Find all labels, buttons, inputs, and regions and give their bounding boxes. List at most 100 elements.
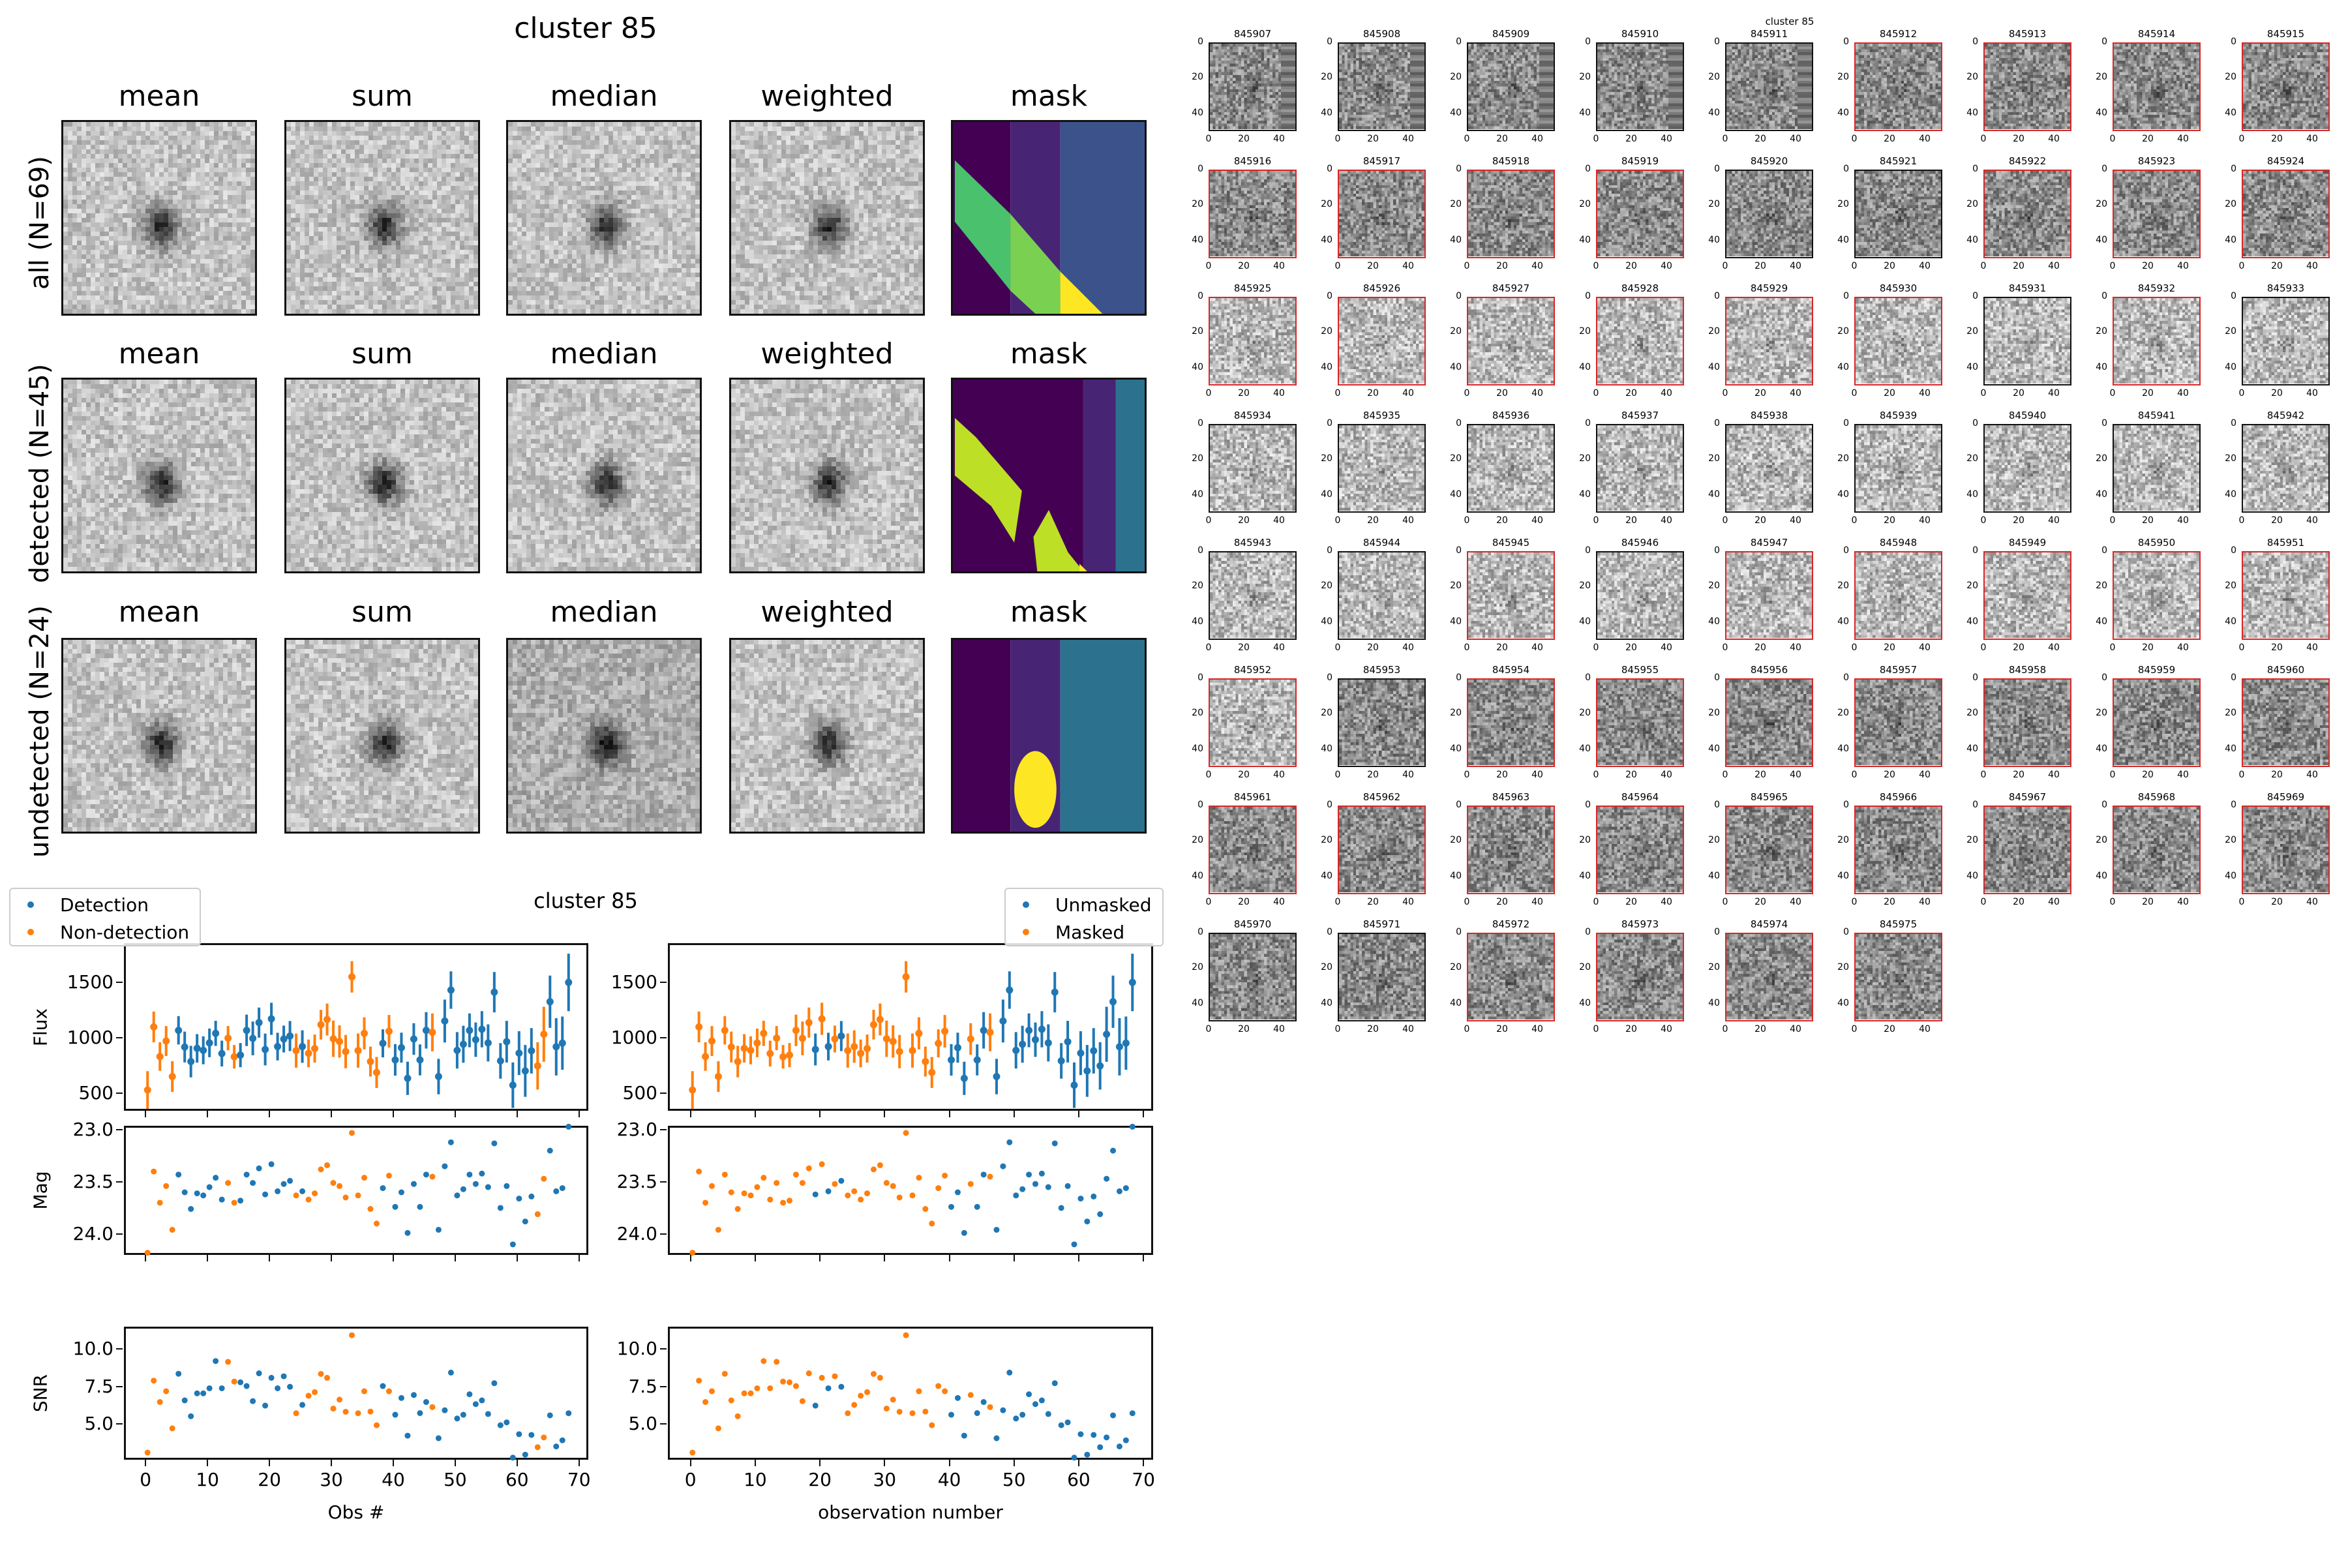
thumbnail-image-highlighted[interactable]: [1854, 551, 1942, 640]
thumbnail-image-highlighted[interactable]: [1725, 678, 1813, 767]
thumbnail-image[interactable]: [1338, 42, 1426, 131]
thumbnail-x-tick: 20: [1496, 897, 1508, 907]
thumbnail-image-highlighted[interactable]: [1467, 933, 1555, 1021]
image-pixels: [1468, 552, 1554, 638]
image-pixels: [1726, 171, 1812, 256]
thumbnail-image[interactable]: [2242, 424, 2330, 513]
thumbnail-image[interactable]: [1854, 424, 1942, 513]
thumbnail-image-highlighted[interactable]: [1467, 806, 1555, 894]
thumbnail-image[interactable]: [1338, 678, 1426, 767]
data-point: [515, 1049, 522, 1057]
thumbnail-image[interactable]: [1596, 551, 1684, 640]
image-pixels: [508, 122, 700, 314]
thumbnail-image[interactable]: [1725, 424, 1813, 513]
thumbnail-y-tick: 20: [2096, 708, 2107, 718]
thumbnail-y-tick: 40: [1837, 744, 1849, 754]
thumbnail-image-highlighted[interactable]: [1854, 297, 1942, 385]
thumbnail-image-highlighted[interactable]: [2242, 170, 2330, 258]
thumbnail-image-highlighted[interactable]: [1983, 170, 2071, 258]
thumbnail-image[interactable]: [1209, 42, 1297, 131]
x-tick-label: 20: [808, 1469, 832, 1490]
thumbnail-image[interactable]: [1209, 551, 1297, 640]
thumbnail-image-highlighted[interactable]: [2113, 297, 2201, 385]
thumbnail-image-highlighted[interactable]: [1854, 42, 1942, 131]
thumbnail-y-tick: 40: [2096, 108, 2107, 118]
thumbnail-image-highlighted[interactable]: [1596, 297, 1684, 385]
thumbnail-image-highlighted[interactable]: [1209, 170, 1297, 258]
data-point: [864, 1389, 870, 1395]
data-point: [792, 1027, 800, 1034]
thumbnail-image[interactable]: [1854, 170, 1942, 258]
thumbnail-image-highlighted[interactable]: [1338, 806, 1426, 894]
thumbnail-image-highlighted[interactable]: [1467, 678, 1555, 767]
data-point: [734, 1058, 742, 1065]
data-point: [392, 1204, 398, 1210]
thumbnail-image-highlighted[interactable]: [1725, 933, 1813, 1021]
thumbnail-image[interactable]: [1983, 297, 2071, 385]
thumbnail-image-highlighted[interactable]: [2242, 678, 2330, 767]
thumbnail-image-highlighted[interactable]: [1467, 170, 1555, 258]
thumbnail-image-highlighted[interactable]: [1596, 806, 1684, 894]
thumbnail-image-highlighted[interactable]: [2113, 42, 2201, 131]
thumbnail-image-highlighted[interactable]: [1725, 551, 1813, 640]
data-point: [417, 1410, 423, 1416]
thumbnail-image-highlighted[interactable]: [1467, 551, 1555, 640]
thumbnail-image[interactable]: [1209, 933, 1297, 1021]
thumbnail-image[interactable]: [1596, 42, 1684, 131]
thumbnail-image-highlighted[interactable]: [1467, 297, 1555, 385]
thumbnail-x-tick: 0: [1981, 261, 1987, 271]
thumbnail-image-highlighted[interactable]: [2113, 170, 2201, 258]
image-pixels: [1726, 807, 1812, 892]
thumbnail-image[interactable]: [1725, 42, 1813, 131]
thumbnail-image-highlighted[interactable]: [1983, 42, 2071, 131]
thumbnail-image-highlighted[interactable]: [1596, 678, 1684, 767]
thumbnail-image-highlighted[interactable]: [1209, 297, 1297, 385]
thumbnail-image[interactable]: [2113, 424, 2201, 513]
thumbnail-image[interactable]: [1209, 424, 1297, 513]
thumbnail-image[interactable]: [1338, 933, 1426, 1021]
thumbnail-image-highlighted[interactable]: [1725, 297, 1813, 385]
thumbnail-image-highlighted[interactable]: [1338, 170, 1426, 258]
thumbnail-image-highlighted[interactable]: [1596, 170, 1684, 258]
image-pixels: [1856, 934, 1941, 1019]
thumbnail-image-highlighted[interactable]: [2113, 806, 2201, 894]
thumbnail-image-highlighted[interactable]: [2113, 551, 2201, 640]
thumbnail-image-highlighted[interactable]: [1854, 806, 1942, 894]
thumbnail-image-highlighted[interactable]: [1854, 678, 1942, 767]
thumbnail-image[interactable]: [1467, 424, 1555, 513]
data-point: [1097, 1444, 1103, 1450]
thumbnail-image-highlighted[interactable]: [1983, 678, 2071, 767]
thumbnail-image-highlighted[interactable]: [2113, 678, 2201, 767]
thumbnail-image-highlighted[interactable]: [1338, 297, 1426, 385]
thumbnail-x-tick: 0: [1723, 770, 1728, 780]
thumbnail-image-highlighted[interactable]: [1209, 806, 1297, 894]
thumbnail-image-highlighted[interactable]: [1983, 551, 2071, 640]
x-tick-label: 70: [567, 1469, 591, 1490]
thumbnail-image-highlighted[interactable]: [2242, 551, 2330, 640]
thumbnail-image-highlighted[interactable]: [1596, 933, 1684, 1021]
thumbnail-image-highlighted[interactable]: [1725, 806, 1813, 894]
thumbnail-y-tick: 20: [2096, 326, 2107, 337]
thumbnail-y-tick: 20: [1450, 453, 1462, 464]
data-point: [361, 1030, 368, 1037]
thumbnail-image-highlighted[interactable]: [2242, 806, 2330, 894]
thumbnail-x-tick: 20: [1496, 515, 1508, 526]
column-title-mask: mask: [1010, 337, 1087, 370]
thumbnail-y-tick: 40: [1966, 616, 1978, 627]
thumbnail-image[interactable]: [1725, 170, 1813, 258]
thumbnail-image[interactable]: [1983, 424, 2071, 513]
thumbnail-image[interactable]: [1467, 42, 1555, 131]
thumbnail-image-highlighted[interactable]: [2242, 42, 2330, 131]
thumbnail-title: 845955: [1621, 664, 1659, 676]
thumbnail-image[interactable]: [2242, 297, 2330, 385]
data-point: [813, 1192, 819, 1198]
thumbnail-image-highlighted[interactable]: [1209, 678, 1297, 767]
thumbnail-x-tick: 20: [1367, 642, 1379, 653]
thumbnail-image-highlighted[interactable]: [1854, 933, 1942, 1021]
thumbnail-image[interactable]: [1338, 424, 1426, 513]
thumbnail-image-highlighted[interactable]: [1983, 806, 2071, 894]
thumbnail-image[interactable]: [1338, 551, 1426, 640]
thumbnail-title: 845968: [2138, 791, 2175, 803]
thumbnail-image[interactable]: [1596, 424, 1684, 513]
data-point: [213, 1358, 218, 1364]
